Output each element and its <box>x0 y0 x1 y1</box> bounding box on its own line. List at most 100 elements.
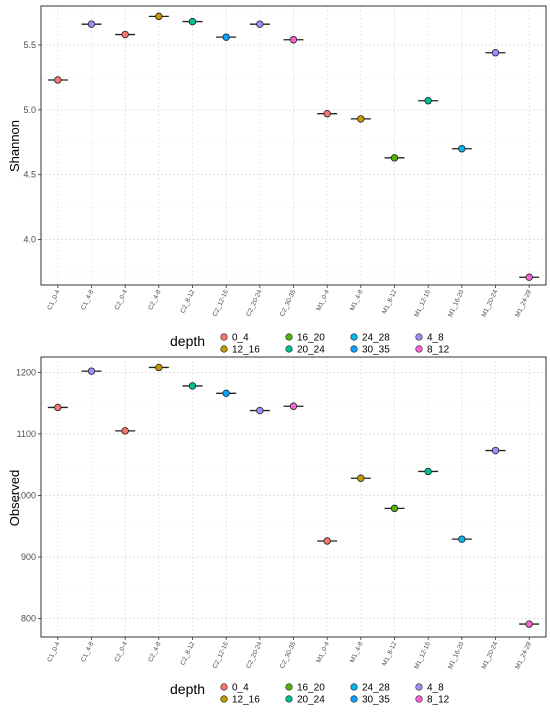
x-tick-label: M1_4-8 <box>349 289 365 312</box>
data-point <box>121 427 129 435</box>
data-point <box>54 76 62 84</box>
y-tick-label: 1100 <box>17 429 36 439</box>
y-tick-label: 5.5 <box>23 40 36 50</box>
x-tick-label: C2_30-35 <box>279 641 298 670</box>
data-point <box>87 367 96 375</box>
x-tick-label: C2_20-24 <box>245 289 264 318</box>
data-point <box>357 474 365 482</box>
data-point <box>87 20 96 28</box>
legend-label: 12_16 <box>232 345 260 356</box>
x-tick-label: C2_8-12 <box>179 289 196 315</box>
shannon-panel: Shannon 4.0 4.5 5.0 5.5 C1_0-4 C1_4-8 C2_0-4 C2… <box>7 5 547 319</box>
x-tick-label: M1_20-24 <box>481 289 500 319</box>
x-tick-label: C1_4-8 <box>80 289 96 312</box>
x-tick-label: M1_24-28 <box>514 641 533 671</box>
data-point <box>424 467 432 476</box>
x-tick-label: C2_20-24 <box>245 641 264 670</box>
data-point <box>222 33 230 41</box>
y-tick-label: 5.0 <box>23 105 36 115</box>
legend-swatch <box>285 333 293 341</box>
legend-label: 4_8 <box>427 683 444 694</box>
legend-swatch <box>350 333 358 341</box>
data-point <box>491 49 500 57</box>
x-tick-label: C2_4-8 <box>147 641 163 664</box>
x-tick-label: C2_4-8 <box>147 289 163 312</box>
legend-label: 16_20 <box>297 683 325 694</box>
legend-title: depth <box>170 681 205 697</box>
legend-label: 0_4 <box>232 333 249 344</box>
data-point <box>525 273 533 281</box>
legend-label: 24_28 <box>362 683 390 694</box>
grid <box>41 6 546 285</box>
y-tick-label: 1200 <box>16 367 36 377</box>
y-tick-label: 4.5 <box>23 170 36 180</box>
x-tick-label: M1_0-4 <box>315 641 331 664</box>
data-point <box>424 97 432 105</box>
legend-swatch <box>415 695 423 703</box>
observed-panel: Observed 800 900 1000 1100 1200 C1_0-4 C1_4-8 C… <box>7 356 547 671</box>
legend-swatch <box>220 695 228 703</box>
x-tick-label: C2_12-16 <box>212 641 231 670</box>
data-point <box>323 537 331 545</box>
y-tick-label: 900 <box>21 552 36 562</box>
x-tick-label: M1_8-12 <box>381 641 398 668</box>
legend-swatch <box>350 345 358 353</box>
x-tick-label: C1_0-4 <box>46 289 62 312</box>
legend-swatch <box>285 695 293 703</box>
data-point <box>54 403 62 412</box>
data-point <box>491 446 500 455</box>
x-tick-label: C2_8-12 <box>179 641 196 667</box>
data-point <box>256 20 264 28</box>
legend-label: 8_12 <box>427 345 450 356</box>
x-tick-label: M1_4-8 <box>349 641 365 664</box>
x-tick-label: C2_0-4 <box>114 641 130 664</box>
data-point <box>390 504 399 513</box>
x-tick-label: M1_16-20 <box>447 641 466 671</box>
legend-swatch <box>285 345 293 353</box>
legend-swatch <box>285 683 293 691</box>
x-tick-label: M1_16-20 <box>447 289 466 319</box>
legend-label: 4_8 <box>427 333 444 344</box>
x-tick-label: M1_8-12 <box>381 289 398 316</box>
data-point <box>525 620 533 628</box>
x-tick-label: M1_0-4 <box>315 289 331 312</box>
legend-swatch <box>220 683 228 691</box>
data-point <box>458 535 466 543</box>
data-point <box>155 12 163 21</box>
y-tick-label: 4.0 <box>23 235 36 245</box>
grid <box>41 357 546 637</box>
legend-label: 12_16 <box>232 695 260 706</box>
legend-label: 24_28 <box>362 333 390 344</box>
y-tick-label: 800 <box>21 614 36 624</box>
x-tick-label: M1_20-24 <box>481 641 500 671</box>
legend-label: 20_24 <box>297 345 325 356</box>
data-point <box>323 110 331 118</box>
legend-label: 30_35 <box>362 695 390 706</box>
x-tick-label: M1_24-28 <box>514 289 533 319</box>
data-point <box>357 115 365 123</box>
legend-swatch <box>220 345 228 353</box>
x-tick-label: M1_12-16 <box>413 641 432 671</box>
data-point <box>188 17 197 26</box>
legend-label: 0_4 <box>232 683 249 694</box>
legend-swatch <box>350 695 358 703</box>
legend-swatch <box>350 683 358 691</box>
x-tick-label: M1_12-16 <box>413 289 432 319</box>
x-tick-label: C1_0-4 <box>46 641 62 664</box>
x-tick-label: C2_0-4 <box>114 289 130 312</box>
legend-swatch <box>415 333 423 341</box>
observed-y-axis-label: Observed <box>7 470 22 526</box>
data-point <box>458 145 466 153</box>
data-point <box>256 406 264 415</box>
data-point <box>121 30 129 39</box>
shannon-y-axis-label: Shannon <box>7 120 22 172</box>
data-point <box>390 154 399 162</box>
legend-swatch <box>220 333 228 341</box>
legend-swatch <box>415 683 423 691</box>
legend-label: 30_35 <box>362 345 390 356</box>
data-point <box>289 402 298 410</box>
y-tick-label: 1000 <box>16 490 36 500</box>
